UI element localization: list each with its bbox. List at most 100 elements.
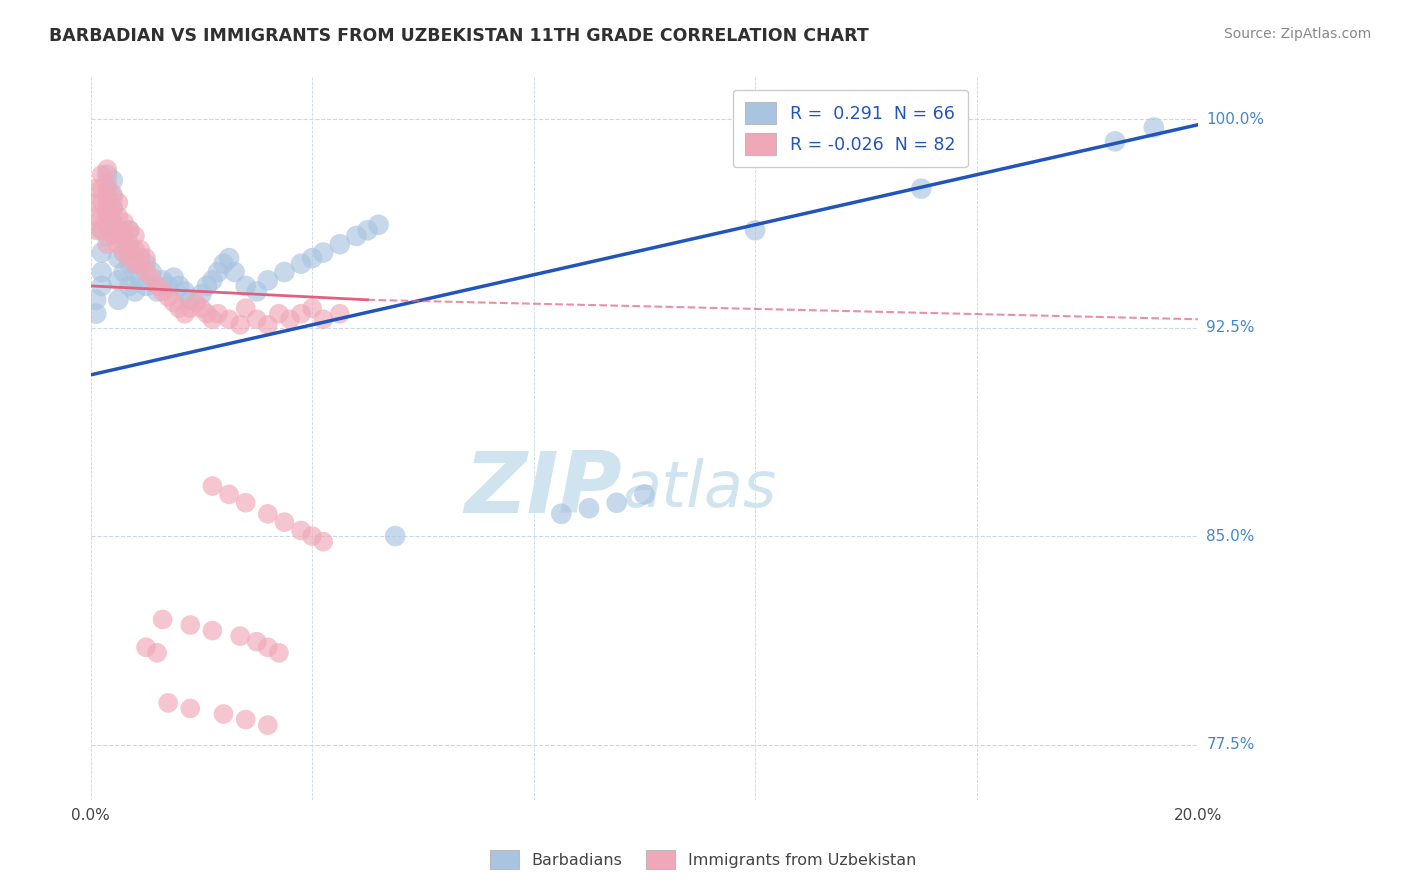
Point	[129, 243, 152, 257]
Point	[229, 629, 252, 643]
Point	[301, 301, 323, 315]
Point	[101, 201, 124, 215]
Point	[212, 257, 235, 271]
Point	[112, 265, 135, 279]
Point	[910, 181, 932, 195]
Point	[344, 228, 367, 243]
Point	[124, 228, 146, 243]
Point	[129, 251, 152, 265]
Point	[152, 612, 174, 626]
Point	[273, 515, 295, 529]
Point	[550, 507, 572, 521]
Point	[578, 501, 600, 516]
Point	[167, 301, 190, 315]
Point	[141, 265, 163, 279]
Point	[112, 215, 135, 229]
Text: ZIP: ZIP	[464, 448, 623, 531]
Point	[152, 273, 174, 287]
Point	[84, 195, 107, 210]
Point	[267, 646, 290, 660]
Point	[207, 307, 229, 321]
Point	[90, 279, 112, 293]
Point	[744, 223, 766, 237]
Point	[301, 251, 323, 265]
Point	[152, 285, 174, 299]
Point	[229, 318, 252, 332]
Point	[179, 301, 201, 315]
Point	[135, 640, 157, 655]
Point	[118, 279, 141, 293]
Point	[290, 524, 312, 538]
Point	[201, 312, 224, 326]
Point	[112, 228, 135, 243]
Point	[267, 307, 290, 321]
Point	[101, 187, 124, 202]
Point	[96, 195, 118, 210]
Point	[101, 173, 124, 187]
Point	[90, 210, 112, 224]
Point	[179, 293, 201, 307]
Point	[135, 257, 157, 271]
Text: BARBADIAN VS IMMIGRANTS FROM UZBEKISTAN 11TH GRADE CORRELATION CHART: BARBADIAN VS IMMIGRANTS FROM UZBEKISTAN …	[49, 27, 869, 45]
Point	[96, 168, 118, 182]
Text: 100.0%: 100.0%	[1206, 112, 1264, 127]
Point	[96, 237, 118, 252]
Point	[135, 251, 157, 265]
Point	[118, 251, 141, 265]
Point	[195, 279, 218, 293]
Point	[101, 218, 124, 232]
Point	[235, 279, 257, 293]
Point	[90, 245, 112, 260]
Legend: R =  0.291  N = 66, R = -0.026  N = 82: R = 0.291 N = 66, R = -0.026 N = 82	[733, 90, 967, 168]
Point	[118, 243, 141, 257]
Point	[246, 312, 269, 326]
Text: atlas: atlas	[623, 458, 776, 520]
Point	[90, 223, 112, 237]
Point	[218, 487, 240, 501]
Point	[329, 307, 352, 321]
Point	[135, 265, 157, 279]
Point	[107, 223, 129, 237]
Point	[256, 273, 278, 287]
Point	[256, 507, 278, 521]
Point	[84, 293, 107, 307]
Point	[101, 228, 124, 243]
Point	[356, 223, 378, 237]
Point	[256, 718, 278, 732]
Point	[146, 279, 169, 293]
Point	[141, 270, 163, 285]
Point	[218, 312, 240, 326]
Point	[146, 285, 169, 299]
Point	[256, 640, 278, 655]
Point	[101, 215, 124, 229]
Point	[312, 534, 335, 549]
Text: 77.5%: 77.5%	[1206, 737, 1254, 752]
Point	[96, 190, 118, 204]
Point	[96, 203, 118, 218]
Point	[118, 223, 141, 237]
Point	[290, 257, 312, 271]
Point	[107, 210, 129, 224]
Point	[157, 696, 180, 710]
Point	[201, 479, 224, 493]
Point	[101, 190, 124, 204]
Point	[107, 273, 129, 287]
Point	[157, 279, 180, 293]
Point	[190, 301, 212, 315]
Point	[157, 290, 180, 304]
Point	[96, 228, 118, 243]
Point	[312, 245, 335, 260]
Point	[107, 293, 129, 307]
Point	[84, 307, 107, 321]
Point	[218, 251, 240, 265]
Legend: Barbadians, Immigrants from Uzbekistan: Barbadians, Immigrants from Uzbekistan	[484, 844, 922, 875]
Point	[118, 223, 141, 237]
Point	[90, 181, 112, 195]
Point	[384, 529, 406, 543]
Point	[146, 646, 169, 660]
Point	[195, 307, 218, 321]
Point	[163, 295, 186, 310]
Point	[278, 312, 301, 326]
Point	[167, 279, 190, 293]
Point	[112, 228, 135, 243]
